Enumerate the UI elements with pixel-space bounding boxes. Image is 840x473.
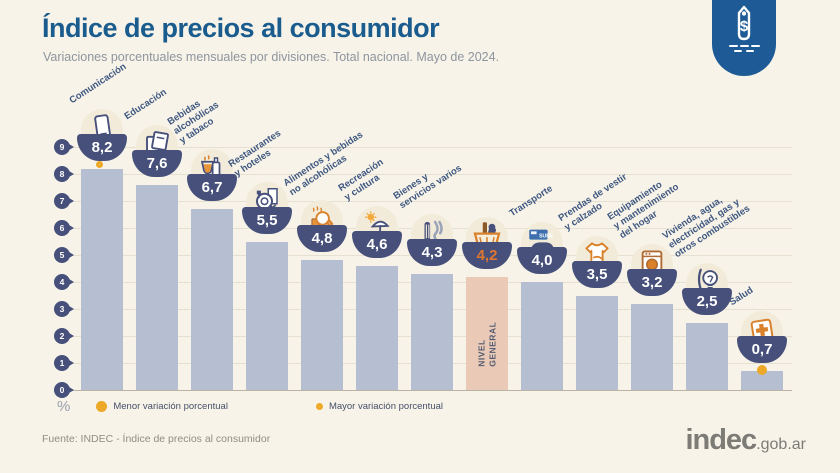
restaurant-icon: [252, 185, 282, 220]
bar-first-aid: [741, 371, 783, 390]
y-axis-tick-4: 4: [54, 274, 74, 290]
menor-variacion-label: Menor variación porcentual: [113, 401, 228, 412]
gridline-0: [68, 390, 792, 391]
y-axis-tick-1: 1: [54, 355, 74, 371]
nivel-general-bar-label: NIVEL GENERAL: [476, 321, 497, 367]
price-tag-icon: $: [722, 0, 766, 67]
value-bowl-smartphone: 8,2: [77, 133, 127, 161]
chart-legend: % Menor variación porcentual Mayor varia…: [57, 398, 443, 415]
y-axis-tick-0: 0: [54, 382, 74, 398]
category-label-books: Educación: [122, 86, 169, 123]
bar-transport: [521, 282, 563, 390]
page-subtitle: Variaciones porcentuales mensuales por d…: [43, 50, 500, 64]
y-axis-tick-8: 8: [54, 166, 74, 182]
category-label-first-aid: Salud: [727, 285, 756, 309]
menor-variacion-marker: [757, 365, 767, 376]
bar-nivel-general: NIVEL GENERAL: [466, 276, 508, 390]
bar-personal-goods: [411, 273, 453, 390]
value-bowl-recreation: 4,6: [352, 230, 402, 258]
mayor-variacion-dot-icon: [315, 403, 323, 410]
y-axis-tick-9: 9: [54, 139, 74, 155]
bar-food: [301, 260, 343, 390]
value-bowl-restaurant: 5,5: [242, 206, 292, 234]
y-axis-tick-5: 5: [54, 247, 74, 263]
value-bowl-food: 4,8: [297, 225, 347, 253]
bar-books: [136, 184, 178, 390]
value-bowl-transport: 4,0: [517, 247, 567, 274]
category-label-personal-goods: Bienes y servicios varios: [391, 162, 464, 212]
value-bowl-appliance: 3,2: [627, 268, 677, 296]
gridline-7: [68, 201, 792, 202]
indec-logo: indec.gob.ar: [685, 424, 806, 457]
y-axis-tick-7: 7: [54, 193, 74, 209]
value-bowl-clothing: 3,5: [572, 260, 622, 288]
bar-clothing: [576, 295, 618, 390]
category-label-smartphone: Comunicación: [67, 60, 129, 106]
gridline-9: [68, 147, 792, 148]
personal-goods-icon: [417, 217, 447, 252]
y-axis-tick-3: 3: [54, 301, 74, 317]
mayor-variacion-marker: [95, 161, 103, 169]
y-axis-tick-6: 6: [54, 220, 74, 236]
bar-smartphone: [81, 168, 123, 390]
drinks-icon: [197, 153, 227, 188]
category-label-transport: Transporte: [507, 183, 555, 220]
clothing-icon: [582, 239, 612, 274]
bar-restaurant: [246, 241, 288, 390]
mayor-variacion-label: Mayor variación porcentual: [328, 401, 443, 412]
indec-logo-main: indec: [685, 424, 757, 456]
bar-drinks: [191, 209, 233, 390]
value-bowl-books: 7,6: [132, 149, 182, 177]
value-bowl-drinks: 6,7: [187, 174, 237, 202]
bar-appliance: [631, 303, 673, 390]
bar-lightbulb: [686, 322, 728, 390]
page-title: Índice de precios al consumidor: [42, 13, 440, 43]
value-bowl-first-aid: 0,7: [737, 336, 787, 364]
bar-recreation: [356, 265, 398, 390]
svg-text:$: $: [740, 18, 749, 35]
menor-variacion-dot-icon: [96, 401, 108, 412]
value-bowl-shopping-basket: 4,2: [462, 241, 512, 269]
indec-logo-suffix: .gob.ar: [756, 436, 806, 453]
category-label-restaurant: Restaurantes y hoteles: [226, 127, 284, 179]
price-tag-badge: $: [712, 0, 776, 76]
percent-symbol: %: [57, 398, 71, 415]
gridline-8: [68, 174, 792, 175]
value-bowl-personal-goods: 4,3: [407, 238, 457, 266]
value-bowl-lightbulb: 2,5: [682, 287, 732, 315]
source-text: Fuente: INDEC - Índice de precios al con…: [42, 433, 271, 445]
svg-text:SUBE: SUBE: [539, 233, 554, 239]
y-axis-tick-2: 2: [54, 328, 74, 344]
recreation-icon: [362, 209, 392, 244]
